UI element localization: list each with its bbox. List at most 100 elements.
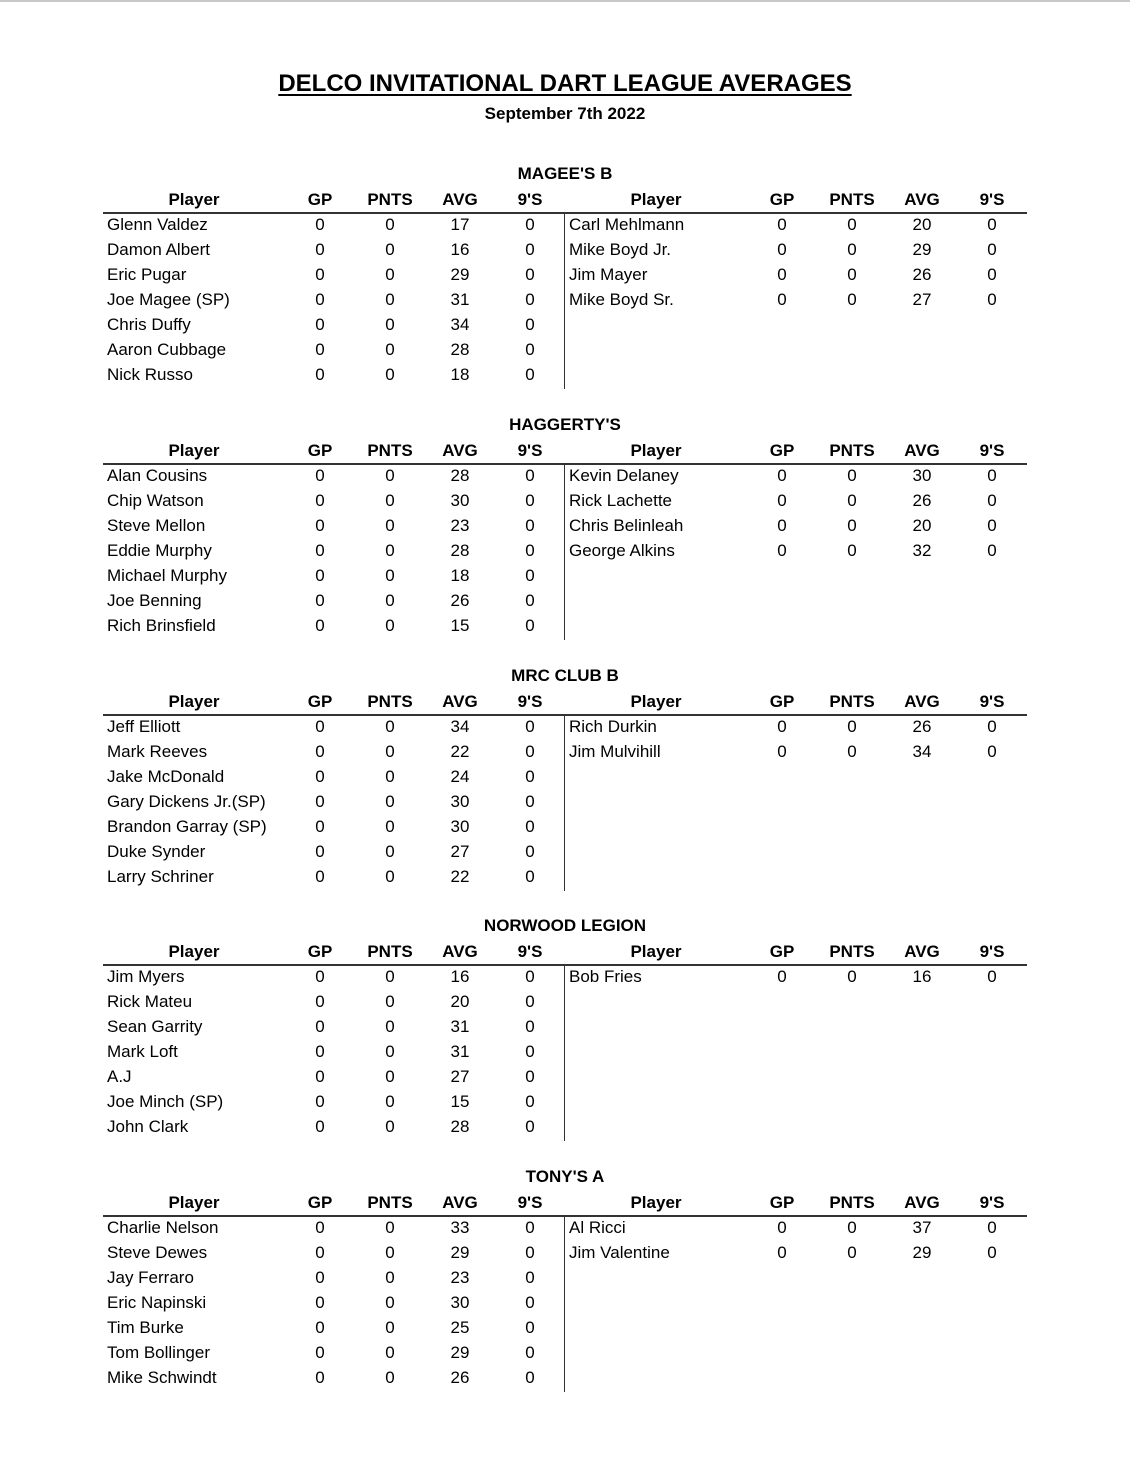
top-border [0,0,1130,2]
points: 0 [385,616,395,635]
team-section: HAGGERTY'S Player GP PNTS AVG 9'S Alan Cousins… [0,415,1130,664]
column-header: Player [630,942,682,961]
games-played: 0 [315,1368,325,1387]
player-name: Rich Durkin [569,717,657,736]
column-header: AVG [904,441,940,460]
team-name: MAGEE'S B [517,164,613,183]
player-name: Tom Bollinger [107,1343,210,1362]
average: 29 [912,240,932,259]
games-played: 0 [315,1067,325,1086]
player-name: Glenn Valdez [107,215,208,234]
player-name: Al Ricci [569,1218,626,1237]
games-played: 0 [315,591,325,610]
team-section: MRC CLUB B Player GP PNTS AVG 9'S Jeff Elliott… [0,666,1130,915]
average: 30 [450,1293,470,1312]
nines: 0 [987,541,997,560]
player-name: Eric Pugar [107,265,187,284]
player-name: Jim Mayer [569,265,648,284]
nines: 0 [525,992,535,1011]
column-header: AVG [442,190,478,209]
games-played: 0 [315,842,325,861]
page-title: DELCO INVITATIONAL DART LEAGUE AVERAGES [0,70,1130,98]
player-name: Aaron Cubbage [107,340,227,359]
games-played: 0 [315,1343,325,1362]
games-played: 0 [315,516,325,535]
games-played: 0 [315,616,325,635]
player-name: Joe Minch (SP) [107,1092,224,1111]
games-played: 0 [315,215,325,234]
nines: 0 [987,265,997,284]
column-header: Player [630,1193,682,1212]
average: 28 [450,466,470,485]
column-divider [564,715,565,891]
points: 0 [385,566,395,585]
points: 0 [385,365,395,384]
average: 30 [450,491,470,510]
player-name: Mike Boyd Jr. [569,240,672,259]
player-name: Joe Magee (SP) [107,290,230,309]
games-played: 0 [777,265,787,284]
games-played: 0 [315,240,325,259]
nines: 0 [525,817,535,836]
header-underline [103,1215,1027,1217]
points: 0 [385,1293,395,1312]
average: 26 [450,591,470,610]
column-header: Player [630,190,682,209]
points: 0 [385,867,395,886]
points: 0 [847,1243,857,1262]
games-played: 0 [777,967,787,986]
column-header: AVG [442,441,478,460]
points: 0 [847,516,857,535]
points: 0 [385,967,395,986]
points: 0 [385,992,395,1011]
player-name: Jay Ferraro [107,1268,194,1287]
column-header: PNTS [367,190,413,209]
points: 0 [385,792,395,811]
header-underline [103,714,1027,716]
nines: 0 [525,541,535,560]
player-name: Rick Mateu [107,992,193,1011]
games-played: 0 [777,240,787,259]
page-title-text: DELCO INVITATIONAL DART LEAGUE AVERAGES [278,70,852,97]
games-played: 0 [315,340,325,359]
nines: 0 [987,742,997,761]
player-name: Jim Mulvihill [569,742,661,761]
nines: 0 [987,466,997,485]
nines: 0 [525,867,535,886]
nines: 0 [525,1042,535,1061]
points: 0 [847,717,857,736]
points: 0 [385,1268,395,1287]
column-header: AVG [442,692,478,711]
points: 0 [385,215,395,234]
nines: 0 [525,767,535,786]
nines: 0 [525,1067,535,1086]
column-header: GP [769,942,795,961]
points: 0 [385,340,395,359]
player-name: Nick Russo [107,365,193,384]
column-header: 9'S [979,942,1005,961]
nines: 0 [525,365,535,384]
column-header: AVG [904,692,940,711]
nines: 0 [987,516,997,535]
nines: 0 [525,842,535,861]
column-divider [564,464,565,640]
player-name: Charlie Nelson [107,1218,219,1237]
games-played: 0 [315,541,325,560]
average: 30 [912,466,932,485]
player-name: Jake McDonald [107,767,225,786]
games-played: 0 [315,1293,325,1312]
nines: 0 [525,717,535,736]
column-header: 9'S [517,1193,543,1212]
player-name: Tim Burke [107,1318,184,1337]
nines: 0 [525,591,535,610]
column-header: PNTS [367,692,413,711]
points: 0 [385,717,395,736]
nines: 0 [525,566,535,585]
games-played: 0 [777,1243,787,1262]
column-header: GP [769,441,795,460]
nines: 0 [525,340,535,359]
team-name: HAGGERTY'S [509,415,621,434]
nines: 0 [525,742,535,761]
points: 0 [385,1343,395,1362]
points: 0 [385,240,395,259]
